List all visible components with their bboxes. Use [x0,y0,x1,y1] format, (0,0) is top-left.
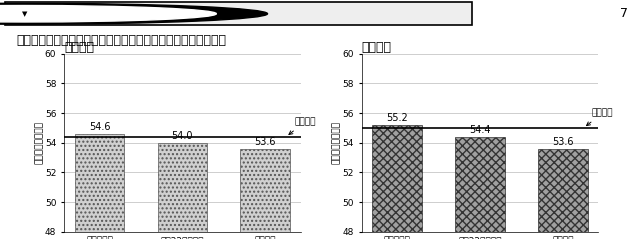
Text: 全国平均: 全国平均 [289,118,316,135]
Y-axis label: （点）体力合計点: （点）体力合計点 [35,121,44,164]
Text: 53.6: 53.6 [552,137,573,147]
FancyBboxPatch shape [5,2,472,25]
Text: 全国平均: 全国平均 [586,109,613,125]
Bar [455,137,505,232]
Y-axis label: （点）体力合計点: （点）体力合計点 [332,121,341,164]
Bar [372,125,422,232]
Text: 53.6: 53.6 [255,137,276,147]
Bar [241,149,290,232]
Text: 【女子】: 【女子】 [362,41,392,54]
Text: 54.0: 54.0 [172,131,193,141]
Text: 54.6: 54.6 [89,122,110,132]
Text: 7: 7 [620,7,628,20]
Bar [75,134,124,232]
Text: 学校の取組の継続状況と体力との関連(小学生): 学校の取組の継続状況と体力との関連(小学生) [44,7,195,20]
Bar [538,149,588,232]
Text: 55.2: 55.2 [387,113,408,123]
Circle shape [0,3,268,24]
Text: 54.4: 54.4 [469,125,491,135]
Text: ▼: ▼ [22,11,27,18]
Bar [157,143,207,232]
Circle shape [0,5,216,22]
Text: 【男子】: 【男子】 [64,41,94,54]
Text: 「２年間取組」群は、男女とも、体力合計点が最も高かった。: 「２年間取組」群は、男女とも、体力合計点が最も高かった。 [16,34,226,47]
